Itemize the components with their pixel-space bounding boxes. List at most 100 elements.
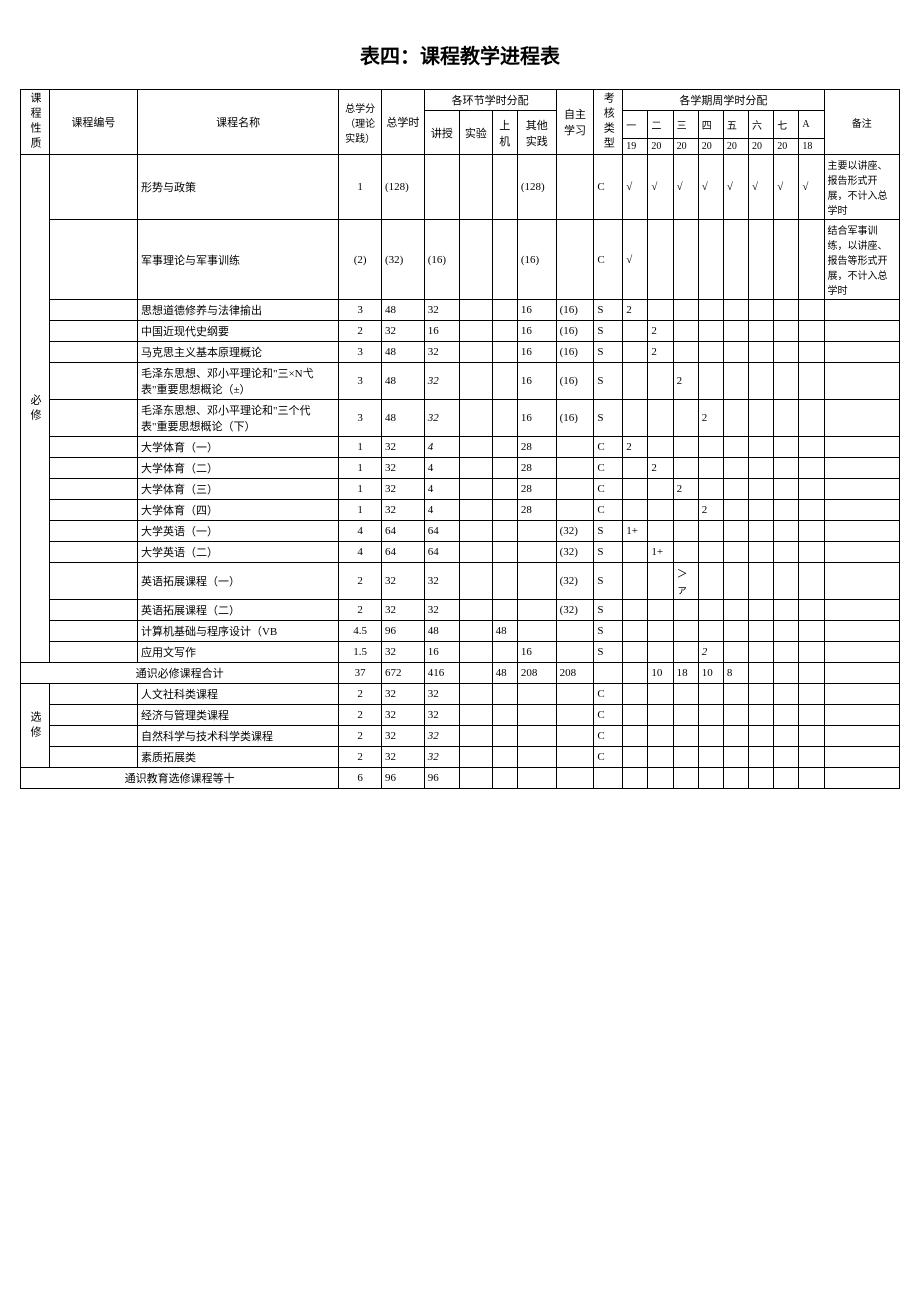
cell-credit: 1 bbox=[339, 155, 382, 220]
cell-s2 bbox=[648, 220, 673, 300]
cell-s2 bbox=[648, 437, 673, 458]
cell-experiment bbox=[459, 542, 492, 563]
cell-other: (128) bbox=[517, 155, 556, 220]
cell-remark: 结合军事训练，以讲座、报告等形式开展，不计入总学时 bbox=[824, 220, 900, 300]
cell-exam: S bbox=[594, 642, 623, 663]
cell-name: 大学体育（二） bbox=[137, 458, 338, 479]
cell-s6 bbox=[749, 220, 774, 300]
cell-other: 16 bbox=[517, 342, 556, 363]
cell-s6 bbox=[749, 437, 774, 458]
cell-code bbox=[49, 300, 137, 321]
cell-self bbox=[556, 500, 594, 521]
cell-remark bbox=[824, 363, 900, 400]
cell-s4 bbox=[698, 521, 723, 542]
cell-computer bbox=[492, 479, 517, 500]
cell-lecture: 48 bbox=[424, 621, 459, 642]
cell-name: 英语拓展课程（二） bbox=[137, 600, 338, 621]
cell-lecture: 32 bbox=[424, 342, 459, 363]
cell-s1 bbox=[623, 479, 648, 500]
cell-code bbox=[49, 342, 137, 363]
cell-sA bbox=[799, 458, 824, 479]
cell-lecture: 32 bbox=[424, 300, 459, 321]
cell-hours: 48 bbox=[381, 400, 424, 437]
cell-experiment bbox=[459, 500, 492, 521]
cell-s3 bbox=[673, 542, 698, 563]
cell-hours: 48 bbox=[381, 300, 424, 321]
elective-total-row: 通识教育选修课程等十69696 bbox=[21, 768, 900, 789]
cell-credit: 4 bbox=[339, 521, 382, 542]
cell-lecture: 4 bbox=[424, 437, 459, 458]
cell-s1: 2 bbox=[623, 437, 648, 458]
cell-self: (32) bbox=[556, 563, 594, 600]
cell-code bbox=[49, 500, 137, 521]
cell-self bbox=[556, 437, 594, 458]
cell-other: 16 bbox=[517, 363, 556, 400]
cell-name: 素质拓展类 bbox=[137, 747, 338, 768]
cell-sA bbox=[799, 363, 824, 400]
cell-other: 28 bbox=[517, 500, 556, 521]
table-row: 大学英语（二）46464(32)S1+ bbox=[21, 542, 900, 563]
cell-exam: S bbox=[594, 521, 623, 542]
cell-s7 bbox=[774, 500, 799, 521]
table-row: 毛泽东思想、邓小平理论和"三个代表"重要思想概论（下）3483216(16)S2 bbox=[21, 400, 900, 437]
cell-remark bbox=[824, 642, 900, 663]
cell-s4: 2 bbox=[698, 642, 723, 663]
cell-s4 bbox=[698, 479, 723, 500]
cell-sA bbox=[799, 600, 824, 621]
cell-s7 bbox=[774, 458, 799, 479]
cell-s2: 1+ bbox=[648, 542, 673, 563]
cell-s3: 2 bbox=[673, 479, 698, 500]
cell-s5 bbox=[723, 300, 748, 321]
table-row: 大学英语（一）46464(32)S1+ bbox=[21, 521, 900, 542]
cell-exam: S bbox=[594, 542, 623, 563]
cell-s3: ＞ァ bbox=[673, 563, 698, 600]
cell-sA bbox=[799, 521, 824, 542]
table-row: 中国近现代史纲要2321616(16)S2 bbox=[21, 321, 900, 342]
cell-exam: S bbox=[594, 321, 623, 342]
cell-computer bbox=[492, 458, 517, 479]
cell-s6 bbox=[749, 542, 774, 563]
cell-s1 bbox=[623, 321, 648, 342]
cell-s5 bbox=[723, 479, 748, 500]
cell-remark bbox=[824, 479, 900, 500]
cell-hours: 32 bbox=[381, 600, 424, 621]
cell-s7 bbox=[774, 600, 799, 621]
cell-s6 bbox=[749, 563, 774, 600]
cell-credit: 3 bbox=[339, 342, 382, 363]
cell-computer bbox=[492, 542, 517, 563]
cell-other bbox=[517, 621, 556, 642]
cell-code bbox=[49, 521, 137, 542]
required-total-row: 通识必修课程合计37672416482082081018108 bbox=[21, 663, 900, 684]
cell-exam: C bbox=[594, 220, 623, 300]
cell-code bbox=[49, 363, 137, 400]
cell-hours: (128) bbox=[381, 155, 424, 220]
cell-name: 马克思主义基本原理概论 bbox=[137, 342, 338, 363]
cell-s1 bbox=[623, 563, 648, 600]
th-course-type: 课程性质 bbox=[21, 90, 50, 155]
table-row: 军事理论与军事训练(2)(32)(16)(16)C√结合军事训练，以讲座、报告等… bbox=[21, 220, 900, 300]
th-lecture: 讲授 bbox=[424, 111, 459, 155]
cell-computer bbox=[492, 155, 517, 220]
cell-s5 bbox=[723, 437, 748, 458]
cell-s3 bbox=[673, 400, 698, 437]
cell-s4: √ bbox=[698, 155, 723, 220]
th-other: 其他实践 bbox=[517, 111, 556, 155]
cell-code bbox=[49, 684, 137, 705]
cell-computer bbox=[492, 521, 517, 542]
cell-s3 bbox=[673, 458, 698, 479]
cell-s2 bbox=[648, 563, 673, 600]
cell-credit: 2 bbox=[339, 321, 382, 342]
cell-other: 28 bbox=[517, 437, 556, 458]
cell-s7 bbox=[774, 621, 799, 642]
required-section: 必修形势与政策1(128)(128)C√√√√√√√√主要以讲座、报告形式开展，… bbox=[21, 155, 900, 684]
cell-lecture: 4 bbox=[424, 500, 459, 521]
cell-s7 bbox=[774, 479, 799, 500]
cell-credit: 2 bbox=[339, 563, 382, 600]
cell-other bbox=[517, 521, 556, 542]
cell-s6 bbox=[749, 342, 774, 363]
cell-name: 思想道德修养与法律揄出 bbox=[137, 300, 338, 321]
cell-s6 bbox=[749, 458, 774, 479]
cell-remark bbox=[824, 437, 900, 458]
cell-hours: 32 bbox=[381, 642, 424, 663]
cell-s4 bbox=[698, 363, 723, 400]
